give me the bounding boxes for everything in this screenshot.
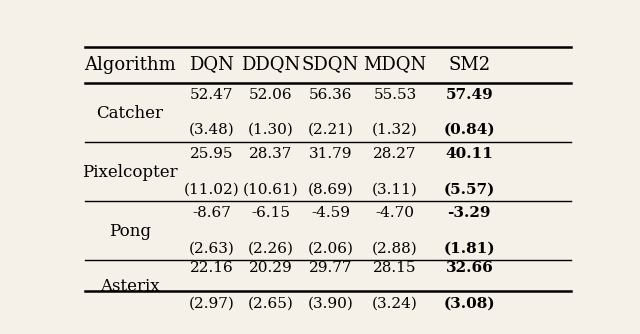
Text: SM2: SM2	[448, 55, 490, 73]
Text: -4.59: -4.59	[311, 206, 350, 220]
Text: 40.11: 40.11	[445, 147, 493, 161]
Text: Algorithm: Algorithm	[84, 55, 175, 73]
Text: 25.95: 25.95	[189, 147, 233, 161]
Text: 22.16: 22.16	[189, 262, 234, 276]
Text: (2.21): (2.21)	[307, 123, 353, 137]
Text: (5.57): (5.57)	[444, 182, 495, 196]
Text: (1.30): (1.30)	[248, 123, 294, 137]
Text: Catcher: Catcher	[96, 105, 163, 122]
Text: -4.70: -4.70	[376, 206, 415, 220]
Text: (1.32): (1.32)	[372, 123, 418, 137]
Text: 29.77: 29.77	[308, 262, 352, 276]
Text: (3.48): (3.48)	[189, 123, 234, 137]
Text: (2.63): (2.63)	[189, 241, 234, 256]
Text: 28.37: 28.37	[249, 147, 292, 161]
Text: MDQN: MDQN	[364, 55, 427, 73]
Text: (3.90): (3.90)	[308, 297, 353, 311]
Text: (10.61): (10.61)	[243, 182, 299, 196]
Text: (3.11): (3.11)	[372, 182, 418, 196]
Text: (2.06): (2.06)	[307, 241, 353, 256]
Text: (3.08): (3.08)	[444, 297, 495, 311]
Text: -3.29: -3.29	[447, 206, 491, 220]
Text: DQN: DQN	[189, 55, 234, 73]
Text: 28.15: 28.15	[373, 262, 417, 276]
Text: Pixelcopter: Pixelcopter	[82, 164, 177, 181]
Text: 56.36: 56.36	[308, 88, 352, 102]
Text: 28.27: 28.27	[373, 147, 417, 161]
Text: DDQN: DDQN	[241, 55, 301, 73]
Text: (2.26): (2.26)	[248, 241, 294, 256]
Text: Asterix: Asterix	[100, 279, 159, 296]
Text: (2.65): (2.65)	[248, 297, 294, 311]
Text: Pong: Pong	[109, 223, 150, 240]
Text: 57.49: 57.49	[445, 88, 493, 102]
Text: (2.97): (2.97)	[189, 297, 234, 311]
Text: 31.79: 31.79	[308, 147, 352, 161]
Text: -8.67: -8.67	[192, 206, 231, 220]
Text: -6.15: -6.15	[252, 206, 291, 220]
Text: 55.53: 55.53	[373, 88, 417, 102]
Text: (3.24): (3.24)	[372, 297, 418, 311]
Text: 20.29: 20.29	[249, 262, 293, 276]
Text: (1.81): (1.81)	[444, 241, 495, 256]
Text: (0.84): (0.84)	[444, 123, 495, 137]
Text: (11.02): (11.02)	[184, 182, 239, 196]
Text: 32.66: 32.66	[445, 262, 493, 276]
Text: (2.88): (2.88)	[372, 241, 418, 256]
Text: (8.69): (8.69)	[308, 182, 353, 196]
Text: SDQN: SDQN	[302, 55, 359, 73]
Text: 52.47: 52.47	[189, 88, 233, 102]
Text: 52.06: 52.06	[249, 88, 292, 102]
